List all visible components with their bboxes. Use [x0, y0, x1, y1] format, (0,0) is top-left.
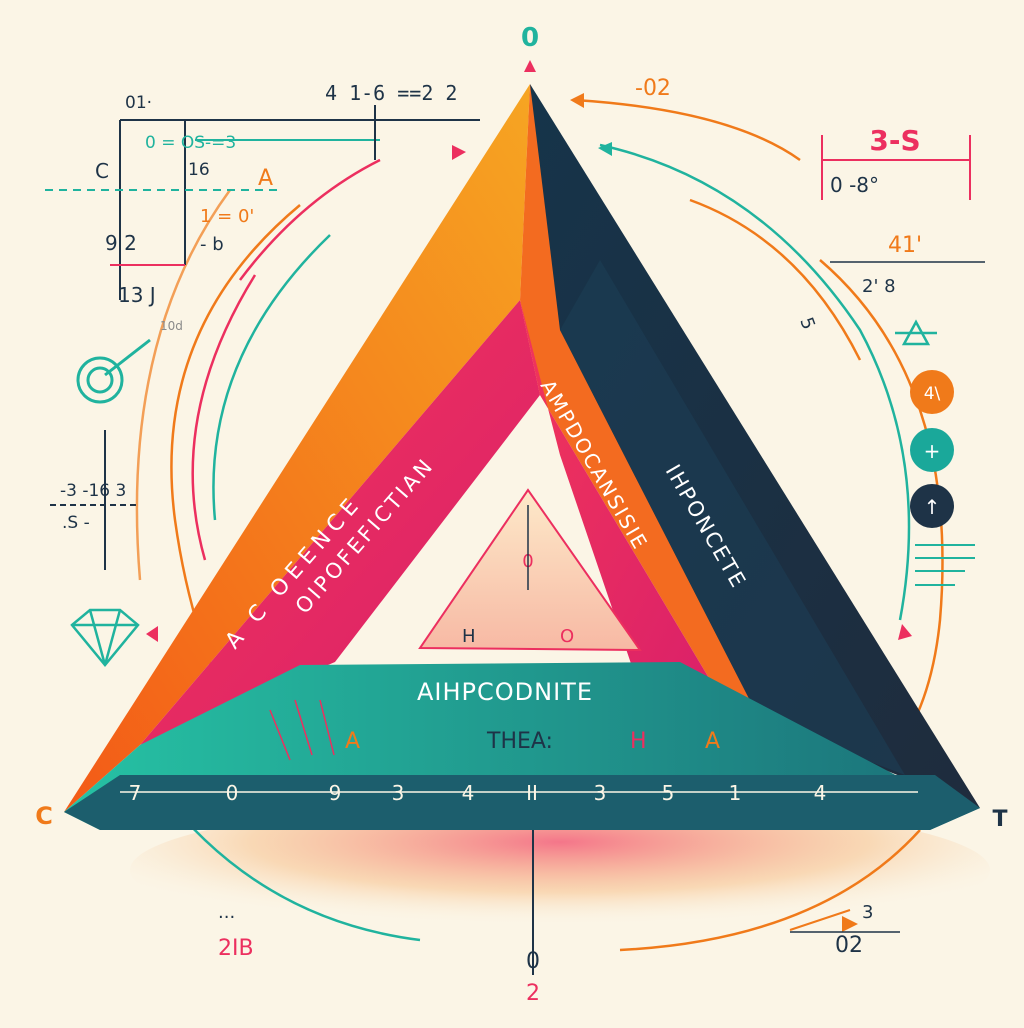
badge-3	[910, 484, 954, 528]
ruler-scale: 7 0 9 3 4 II 3 5 1 4	[129, 781, 827, 805]
fraction-a: 1 = 0'	[200, 206, 254, 227]
vertex-top-marker	[524, 60, 536, 72]
bottom-left-dots: ...	[218, 902, 235, 923]
bottom-left-label: 2IB	[218, 936, 254, 961]
vertex-left-label: C	[35, 802, 53, 830]
base-mark-1: A	[345, 729, 360, 754]
inner-left-label: H	[462, 626, 476, 647]
bottom-right-b: 02	[835, 933, 863, 958]
badge-2-label: +	[924, 439, 941, 463]
left-mid-grid	[50, 430, 140, 570]
face-left-outer	[64, 84, 530, 812]
inner-right-label: O	[560, 626, 574, 647]
vertex-top-label: 0	[521, 23, 539, 53]
face-right	[530, 84, 980, 808]
angle-label: 41'	[888, 233, 922, 258]
right-lines	[915, 544, 975, 586]
c-value: 16	[188, 160, 210, 180]
diamond-icon	[70, 608, 140, 667]
base-hatch	[269, 699, 335, 761]
left-mid-a: -3 -16 3	[60, 481, 126, 501]
face-left-inner	[140, 300, 540, 745]
nine-two: 9 2	[105, 231, 137, 255]
badge-1	[910, 370, 954, 414]
arc-arrowheads	[146, 93, 912, 932]
badge-2	[910, 428, 954, 472]
top-formula: 4 1-6 ==2 2	[325, 81, 457, 105]
inner-triangle	[420, 490, 640, 650]
badge-stack: 4\ + ↑	[910, 370, 954, 528]
top-left-label-a: 01·	[125, 93, 152, 113]
a-label: A	[258, 166, 273, 191]
scale-tick: 3	[594, 781, 607, 805]
scale-tick: 4	[814, 781, 827, 805]
scale-tick: 9	[329, 781, 342, 805]
scale-tick: 5	[662, 781, 675, 805]
top-left-grid	[45, 105, 480, 300]
top-left-label-b: 0 = OS-=3	[145, 133, 236, 153]
pair-label: 2' 8	[862, 276, 896, 297]
scale-tick: 0	[226, 781, 239, 805]
base-title: AIHPCODNITE	[417, 678, 593, 706]
vertex-bottom-label-a: 0	[526, 949, 540, 974]
scale-tick: 3	[392, 781, 405, 805]
vertex-right-label: T	[992, 807, 1007, 832]
vertex-bottom-label-b: 2	[526, 981, 540, 1006]
badge-3-label: ↑	[924, 495, 941, 519]
left-mid-b: .S -	[62, 513, 90, 533]
box-value: 0 -8°	[830, 173, 879, 197]
base-ruler	[64, 775, 980, 830]
rot-five-label: 5	[795, 315, 819, 333]
badge-1-label: 4\	[924, 384, 941, 404]
scale-tick: II	[526, 781, 538, 805]
box-bracket	[821, 135, 971, 200]
fraction-b: - b	[200, 234, 224, 255]
base-subtitle: THEA:	[486, 729, 553, 754]
face-right-highlight	[560, 260, 905, 775]
tiny-label: 10d	[160, 319, 183, 333]
bottom-right-a: 3	[862, 902, 873, 923]
scale-tick: 4	[462, 781, 475, 805]
bottom-right-arrow	[789, 909, 851, 931]
target-icon	[76, 338, 151, 404]
box-title: 3-S	[869, 124, 920, 157]
thirteen-label: 13 J	[118, 283, 156, 307]
scale-tick: 7	[129, 781, 142, 805]
base-mark-3: A	[705, 729, 720, 754]
base-mark-2: H	[630, 729, 647, 754]
scale-tick: 1	[729, 781, 742, 805]
base-shadow	[130, 800, 990, 940]
top-right-label: -02	[635, 76, 671, 101]
inner-triangle-outline	[418, 488, 642, 652]
c-label: C	[95, 159, 109, 183]
delta-icon	[895, 319, 937, 346]
